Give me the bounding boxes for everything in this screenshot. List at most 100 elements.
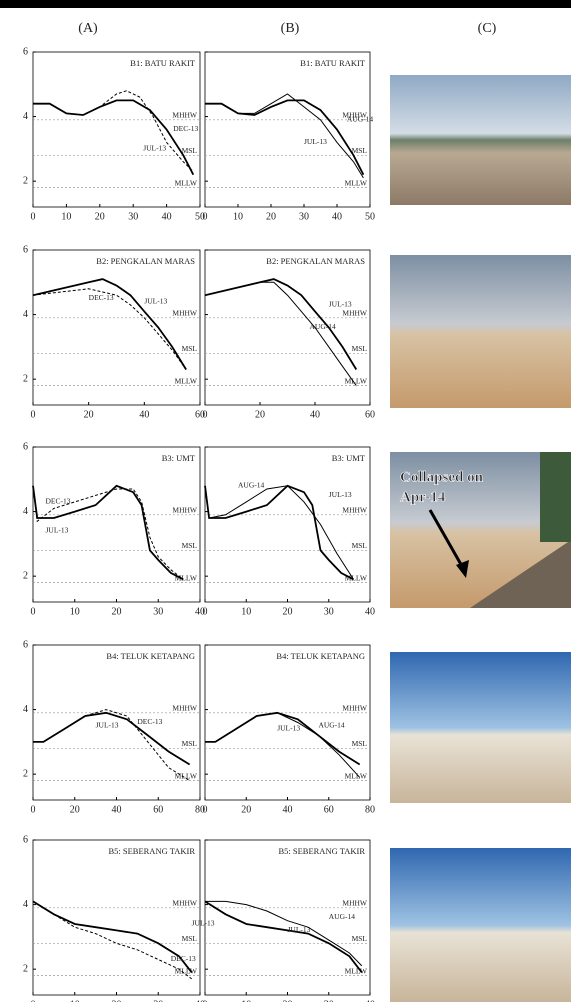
photo [390,652,571,803]
reference-label: MSL [182,146,198,155]
series-label: JUL-13 [329,300,352,309]
profile-line [204,281,357,386]
reference-label: MSL [182,541,198,550]
reference-label: MLLW [345,771,368,780]
x-tick-label: 30 [324,606,334,617]
reference-label: MHHW [172,309,198,318]
photo [390,75,571,205]
photo [390,848,571,1002]
x-tick-label: 30 [299,211,309,222]
x-tick-label: 20 [283,999,293,1002]
x-tick-label: 40 [195,999,205,1002]
reference-label: MHHW [342,111,368,120]
x-tick-label: 20 [283,606,293,617]
profile-line [32,900,193,973]
x-tick-label: 0 [203,409,208,420]
rocks [470,540,571,608]
profile-line [204,485,354,580]
x-tick-label: 0 [31,804,36,815]
reference-label: MLLW [345,178,368,187]
x-tick-label: 40 [332,211,342,222]
series-label: JUL-13 [144,296,167,305]
arrow [428,509,465,569]
x-tick-label: 20 [84,409,94,420]
profile-line [33,711,191,766]
x-tick-label: 0 [31,999,36,1002]
reference-label: MHHW [172,899,198,908]
arrow-head [456,560,469,578]
x-tick-label: 20 [266,211,276,222]
profile-line [33,709,190,782]
series-label: JUL-13 [329,490,352,499]
chart-title: B3: UMT [332,453,366,463]
profile-line [205,99,365,176]
y-tick-label: 2 [23,373,28,384]
x-tick-label: 10 [241,999,251,1002]
x-tick-label: 20 [112,999,122,1002]
profile-line [32,288,187,370]
series-label: AUG-14 [329,912,355,921]
x-tick-label: 0 [203,606,208,617]
x-tick-label: 30 [128,211,138,222]
x-tick-label: 40 [112,804,122,815]
chart-title: B5: SEBERANG TAKIR [108,846,195,856]
reference-label: MHHW [342,899,368,908]
chart-title: B3: UMT [162,453,196,463]
x-tick-label: 0 [203,211,208,222]
y-tick-label: 4 [23,506,28,517]
chart-title: B4: TELUK KETAPANG [276,651,365,661]
x-tick-label: 60 [365,409,375,420]
reference-label: MSL [182,934,198,943]
y-tick-label: 6 [23,441,28,452]
trees [540,452,571,542]
series-label: DEC-13 [89,293,114,302]
series-label: JUL-13 [277,724,300,733]
y-tick-label: 4 [23,704,28,715]
profile-line [33,99,195,176]
series-label: JUL-13 [192,919,215,928]
series-label: JUL-13 [46,526,69,535]
plot-frame [204,51,371,208]
reference-label: MLLW [175,178,198,187]
x-tick-label: 30 [153,999,163,1002]
y-tick-label: 4 [23,309,28,320]
plot-frame [204,249,371,406]
chart-title: B5: SEBERANG TAKIR [278,846,365,856]
reference-label: MHHW [342,309,368,318]
x-tick-label: 0 [203,999,208,1002]
y-tick-label: 4 [23,899,28,910]
chart-title: B1: BATU RAKIT [300,58,366,68]
series-label: DEC-13 [137,717,162,726]
x-tick-label: 0 [31,211,36,222]
x-tick-label: 40 [162,211,172,222]
series-label: AUG-14 [318,720,344,729]
profile-line [205,900,363,967]
photo [390,255,571,408]
profile-line [32,485,184,580]
reference-label: MLLW [175,573,198,582]
x-tick-label: 20 [255,409,265,420]
x-tick-label: 40 [283,804,293,815]
x-tick-label: 40 [365,999,375,1002]
x-tick-label: 0 [203,804,208,815]
x-tick-label: 80 [195,804,205,815]
reference-label: MLLW [345,376,368,385]
y-tick-label: 2 [23,570,28,581]
x-tick-label: 30 [324,999,334,1002]
profile-line [33,90,194,172]
x-tick-label: 0 [31,409,36,420]
series-label: JUL-13 [304,137,327,146]
column-header: (C) [478,21,497,36]
x-tick-label: 40 [195,606,205,617]
y-tick-label: 2 [23,175,28,186]
y-tick-label: 2 [23,768,28,779]
plot-frame [32,51,201,208]
series-label: AUG-14 [347,115,373,124]
reference-label: MSL [352,541,368,550]
x-tick-label: 20 [112,606,122,617]
column-header: (A) [78,21,98,36]
y-tick-label: 6 [23,834,28,845]
reference-label: MHHW [342,704,368,713]
reference-label: MSL [352,739,368,748]
